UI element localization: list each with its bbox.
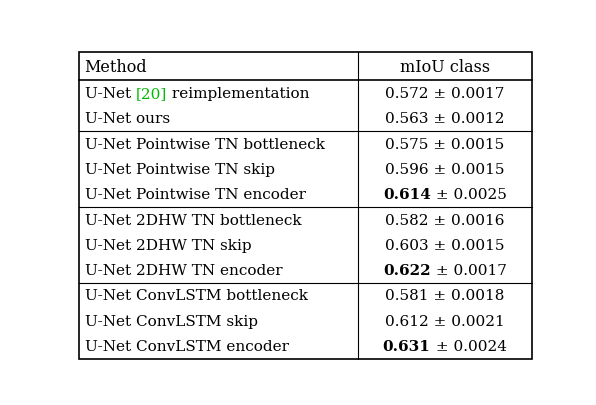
Text: U-Net Pointwise TN encoder: U-Net Pointwise TN encoder (85, 188, 306, 202)
Text: ± 0.0017: ± 0.0017 (430, 264, 507, 277)
Text: 0.582 ± 0.0016: 0.582 ± 0.0016 (385, 213, 504, 227)
Text: [20]: [20] (136, 87, 167, 101)
Text: ± 0.0024: ± 0.0024 (430, 339, 507, 353)
Text: 0.572 ± 0.0017: 0.572 ± 0.0017 (385, 87, 504, 101)
Text: U-Net Pointwise TN bottleneck: U-Net Pointwise TN bottleneck (85, 137, 325, 151)
Text: 0.581 ± 0.0018: 0.581 ± 0.0018 (385, 289, 504, 303)
Text: U-Net 2DHW TN skip: U-Net 2DHW TN skip (85, 238, 252, 252)
Text: U-Net ConvLSTM encoder: U-Net ConvLSTM encoder (85, 339, 288, 353)
Text: Method: Method (85, 59, 147, 76)
Text: U-Net: U-Net (85, 87, 136, 101)
Text: 0.631: 0.631 (383, 339, 430, 353)
Text: 0.622: 0.622 (383, 264, 430, 277)
Text: 0.596 ± 0.0015: 0.596 ± 0.0015 (385, 162, 504, 177)
Text: reimplementation: reimplementation (167, 87, 309, 101)
Text: 0.563 ± 0.0012: 0.563 ± 0.0012 (385, 112, 504, 126)
Text: 0.603 ± 0.0015: 0.603 ± 0.0015 (385, 238, 504, 252)
Text: U-Net ConvLSTM skip: U-Net ConvLSTM skip (85, 314, 257, 328)
Text: U-Net 2DHW TN bottleneck: U-Net 2DHW TN bottleneck (85, 213, 302, 227)
Text: 0.614: 0.614 (383, 188, 431, 202)
Text: U-Net 2DHW TN encoder: U-Net 2DHW TN encoder (85, 264, 283, 277)
Text: U-Net ConvLSTM bottleneck: U-Net ConvLSTM bottleneck (85, 289, 308, 303)
Text: 0.575 ± 0.0015: 0.575 ± 0.0015 (385, 137, 504, 151)
Text: mIoU class: mIoU class (399, 59, 490, 76)
Text: ± 0.0025: ± 0.0025 (431, 188, 507, 202)
Text: U-Net Pointwise TN skip: U-Net Pointwise TN skip (85, 162, 275, 177)
Text: 0.612 ± 0.0021: 0.612 ± 0.0021 (385, 314, 505, 328)
Text: U-Net ours: U-Net ours (85, 112, 170, 126)
